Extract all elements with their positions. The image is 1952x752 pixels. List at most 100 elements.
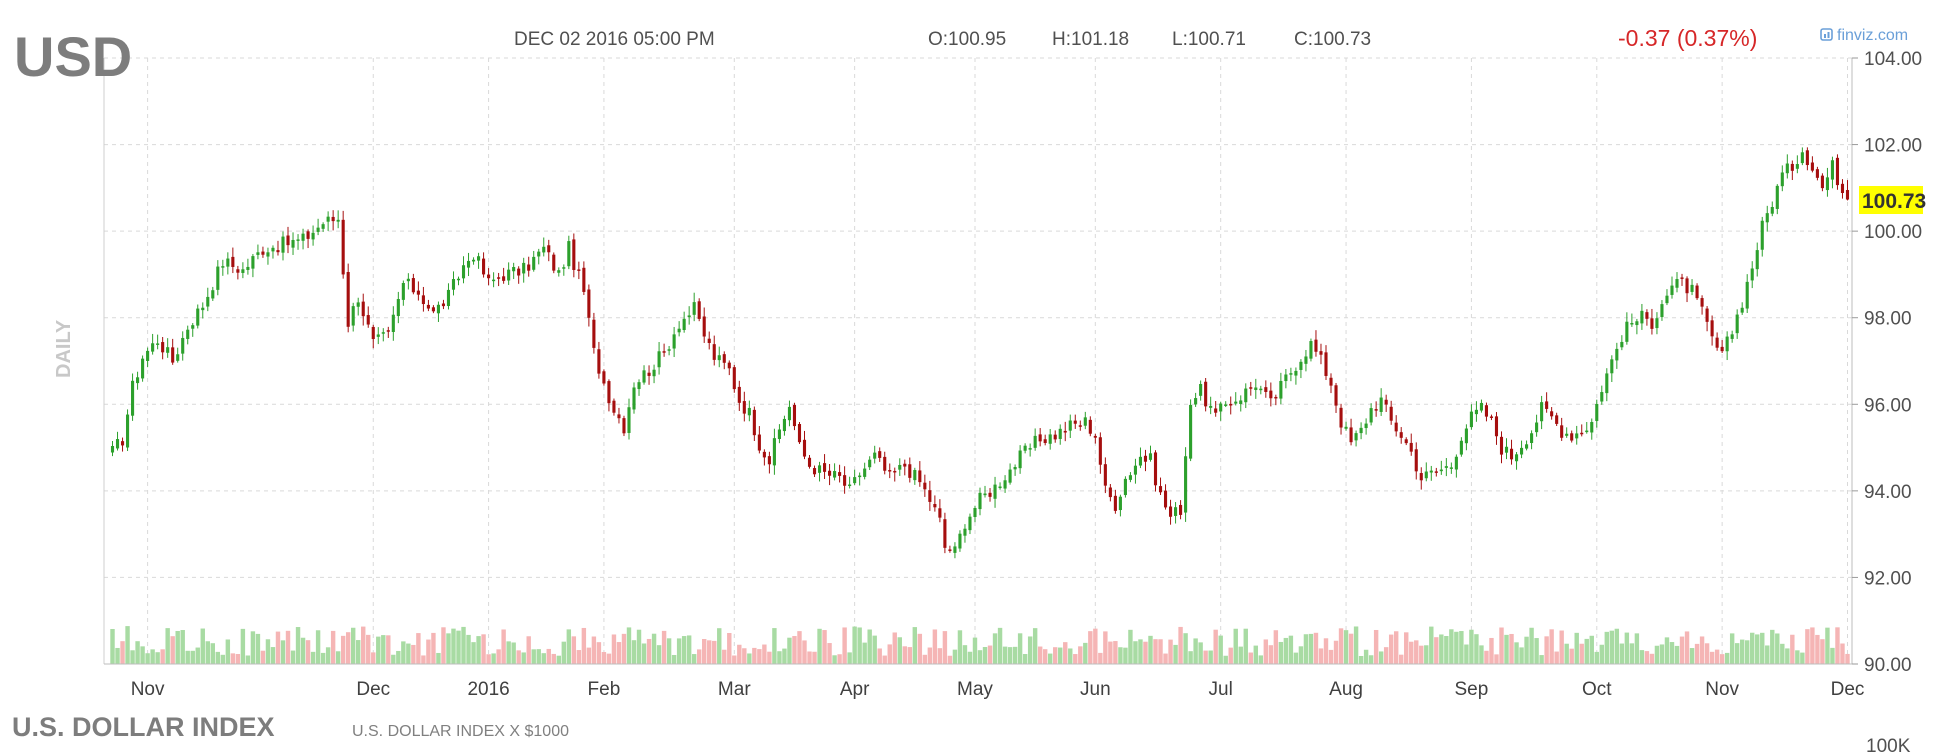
- volume-bar: [1504, 634, 1509, 664]
- candle-body: [366, 315, 370, 325]
- volume-bar: [335, 651, 341, 664]
- volume-bar: [1825, 627, 1830, 664]
- volume-bar: [732, 655, 737, 664]
- finviz-logo-icon[interactable]: [1820, 28, 1833, 41]
- volume-bar: [1594, 651, 1599, 664]
- candle-body: [903, 463, 907, 467]
- candle-body: [893, 470, 897, 473]
- candle-body: [807, 457, 812, 467]
- volume-bar: [1313, 632, 1319, 664]
- volume-bar: [1198, 642, 1203, 664]
- candle-body: [1605, 373, 1609, 394]
- volume-bar: [115, 647, 120, 664]
- volume-bar: [1434, 637, 1439, 664]
- low-price: L:100.71: [1172, 29, 1246, 50]
- chart-gridlines: [104, 57, 1852, 665]
- candle-body: [492, 279, 496, 282]
- candle-body: [1810, 162, 1814, 171]
- candle-body: [1750, 268, 1754, 281]
- volume-bar: [496, 649, 501, 664]
- volume-bar: [1002, 646, 1008, 664]
- volume-bar: [240, 628, 246, 664]
- candle-body: [682, 318, 686, 331]
- volume-bar: [1564, 643, 1569, 664]
- candle-body: [707, 338, 711, 343]
- candle-body: [697, 301, 701, 319]
- volume-bar: [150, 649, 155, 664]
- volume-bar: [1108, 641, 1113, 664]
- volume-bar: [842, 627, 847, 664]
- candle-body: [1715, 337, 1719, 348]
- candle-body: [1474, 409, 1478, 415]
- volume-bar: [1343, 630, 1349, 664]
- volume-bar: [1795, 650, 1800, 664]
- candle-body: [822, 463, 827, 472]
- candle-body: [477, 256, 481, 261]
- candle-body: [1675, 279, 1679, 288]
- y-tick-label: 102.00: [1864, 136, 1922, 157]
- volume-bar: [1624, 632, 1630, 664]
- volume-bar: [1664, 637, 1670, 664]
- candle-body: [532, 256, 536, 270]
- volume-bar: [586, 647, 592, 664]
- candle-body: [391, 314, 395, 332]
- candle-body: [1269, 390, 1273, 399]
- candle-body: [918, 470, 922, 483]
- volume-bar: [1113, 641, 1118, 664]
- candle-body: [1399, 432, 1403, 438]
- candle-body: [1284, 374, 1288, 382]
- volume-bar: [1268, 645, 1274, 664]
- candle-body: [888, 470, 892, 472]
- volume-bar: [666, 638, 672, 664]
- volume-bar: [1845, 653, 1850, 664]
- candle-body: [722, 354, 726, 363]
- volume-bar: [1173, 644, 1178, 664]
- candle-body: [1690, 284, 1694, 292]
- candle-body: [1344, 426, 1348, 429]
- y-tick-label: 94.00: [1864, 482, 1912, 503]
- volume-bar: [1840, 643, 1845, 664]
- candle-body: [948, 549, 952, 551]
- candle-body: [336, 219, 340, 222]
- volume-bar: [506, 641, 511, 664]
- x-tick-label: Sep: [1455, 679, 1489, 700]
- volume-bar: [1770, 629, 1775, 664]
- volume-bar: [777, 651, 782, 664]
- candle-body: [1735, 314, 1739, 334]
- candle-body: [1590, 422, 1594, 433]
- volume-bar: [1729, 633, 1735, 664]
- volume-bar: [932, 629, 938, 664]
- volume-bar: [1358, 655, 1364, 664]
- volume-bar: [255, 633, 261, 664]
- candle-body: [141, 358, 145, 379]
- candle-body: [1484, 405, 1489, 417]
- candle-body: [787, 406, 792, 421]
- candle-body: [125, 414, 130, 448]
- candle-body: [226, 258, 230, 267]
- candle-body: [281, 236, 285, 253]
- candle-body: [913, 470, 917, 481]
- volume-bar: [1424, 645, 1429, 664]
- candle-body: [1444, 466, 1448, 468]
- volume-bar: [245, 655, 251, 664]
- volume-bar: [1098, 652, 1103, 664]
- candle-body: [993, 484, 997, 499]
- candle-body: [1299, 361, 1303, 370]
- volume-bar: [1188, 651, 1193, 664]
- candle-body: [351, 306, 355, 326]
- candle-body: [1665, 295, 1669, 304]
- candle-body: [737, 386, 741, 403]
- brand-link[interactable]: finviz.com: [1837, 27, 1908, 44]
- candle-body: [1560, 425, 1564, 438]
- candle-body: [1580, 432, 1584, 435]
- candle-body: [1133, 465, 1138, 475]
- volume-bar: [852, 626, 857, 664]
- volume-bar: [1378, 651, 1384, 664]
- candle-body: [1148, 453, 1153, 460]
- candle-body: [231, 256, 235, 267]
- candle-body: [166, 347, 170, 353]
- volume-bar: [345, 632, 351, 664]
- candle-body: [552, 254, 556, 271]
- candle-body: [838, 472, 842, 476]
- volume-bar: [1820, 639, 1825, 664]
